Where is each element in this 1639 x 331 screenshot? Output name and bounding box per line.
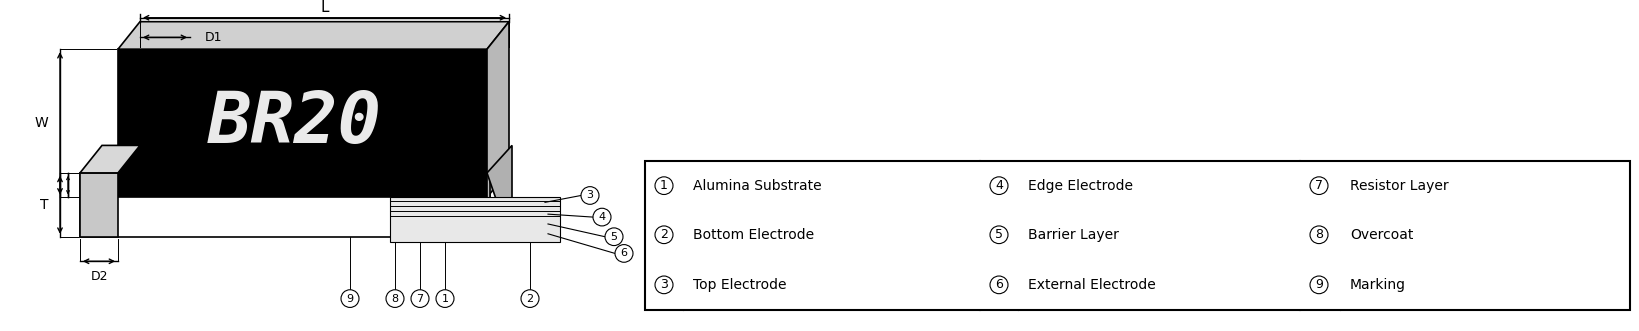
Text: 9: 9 [1314,278,1323,291]
Text: T: T [39,198,48,212]
Text: Edge Electrode: Edge Electrode [1028,179,1133,193]
Text: Barrier Layer: Barrier Layer [1028,228,1119,242]
Polygon shape [118,22,510,49]
Circle shape [990,177,1008,195]
Circle shape [656,226,674,244]
Text: External Electrode: External Electrode [1028,278,1155,292]
Circle shape [387,290,403,307]
Text: Top Electrode: Top Electrode [693,278,787,292]
Text: L: L [320,0,329,16]
Text: 6: 6 [621,249,628,259]
Text: 1: 1 [661,179,669,192]
Text: Bottom Electrode: Bottom Electrode [693,228,815,242]
Text: 7: 7 [416,294,423,304]
Circle shape [593,208,611,226]
Polygon shape [80,173,118,237]
Bar [646,161,1631,310]
Polygon shape [80,173,490,237]
Text: BR20: BR20 [208,89,382,158]
Polygon shape [487,173,490,237]
Circle shape [411,290,429,307]
Text: Alumina Substrate: Alumina Substrate [693,179,821,193]
Text: 2: 2 [661,228,669,241]
Circle shape [436,290,454,307]
Circle shape [580,187,598,204]
Circle shape [521,290,539,307]
Text: 4: 4 [598,212,605,222]
Text: W: W [34,116,48,130]
Polygon shape [487,145,511,237]
Circle shape [1310,276,1328,294]
Polygon shape [487,22,510,198]
Text: 6: 6 [995,278,1003,291]
Text: 3: 3 [661,278,669,291]
Polygon shape [80,145,139,173]
Text: Marking: Marking [1351,278,1406,292]
Text: 1: 1 [441,294,449,304]
Text: 9: 9 [346,294,354,304]
Text: 3: 3 [587,190,593,201]
Polygon shape [118,49,487,198]
Text: Overcoat: Overcoat [1351,228,1413,242]
Circle shape [615,245,633,262]
Text: D1: D1 [205,31,223,44]
Circle shape [990,226,1008,244]
Text: 4: 4 [995,179,1003,192]
Circle shape [656,276,674,294]
Circle shape [1310,226,1328,244]
Text: 5: 5 [995,228,1003,241]
Text: 5: 5 [610,232,618,242]
Text: 7: 7 [1314,179,1323,192]
Text: 8: 8 [392,294,398,304]
Circle shape [656,177,674,195]
Circle shape [1310,177,1328,195]
Text: 8: 8 [1314,228,1323,241]
Text: Resistor Layer: Resistor Layer [1351,179,1449,193]
Circle shape [990,276,1008,294]
Circle shape [341,290,359,307]
Bar [390,198,561,242]
Circle shape [605,228,623,246]
Text: 2: 2 [526,294,534,304]
Text: D2: D2 [90,270,108,283]
